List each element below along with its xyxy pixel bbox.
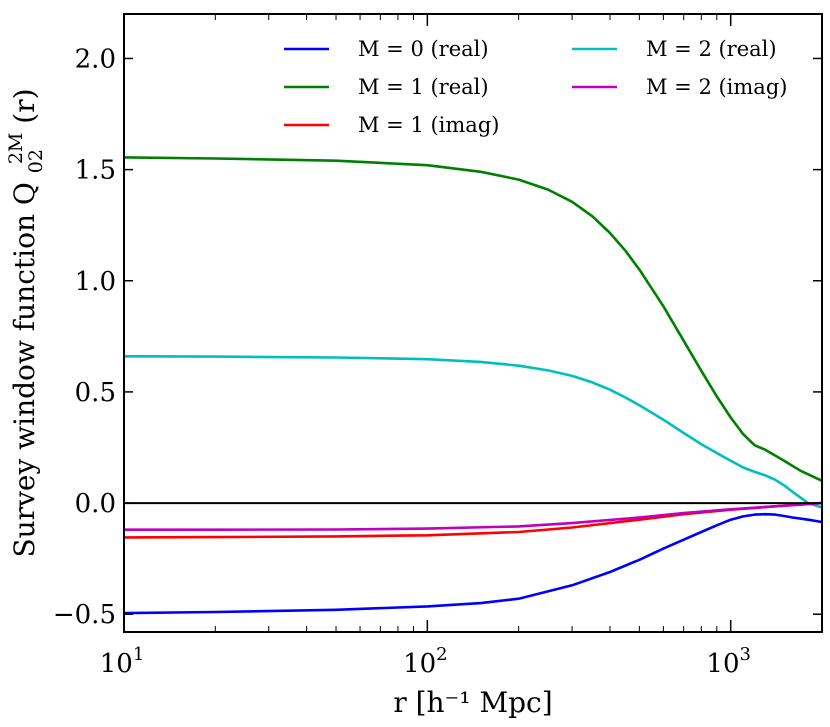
legend-label-3: M = 2 (real): [646, 37, 777, 61]
legend-label-4: M = 2 (imag): [646, 75, 787, 99]
series-line-1: [123, 156, 823, 482]
series-layer: [123, 156, 823, 615]
y-tick-label-1: 0.0: [75, 489, 116, 519]
y-tick-label-0: −0.5: [53, 600, 116, 630]
x-axis-label: r [h⁻¹ Mpc]: [393, 686, 552, 719]
legend-label-1: M = 1 (real): [358, 75, 489, 99]
y-tick-label-5: 2.0: [75, 44, 116, 74]
plot-frame: [123, 13, 823, 633]
y-axis-label-group: Survey window function Q 02 2M (r): [0, 88, 49, 557]
y-axis-label-tail: (r): [8, 88, 41, 123]
legend-label-2: M = 1 (imag): [358, 113, 499, 137]
y-axis-label: Survey window function Q: [8, 182, 41, 557]
x-tick-label-2: 103: [706, 644, 751, 679]
y-axis-label-superscript: 2M: [5, 133, 27, 165]
legend: M = 0 (real) M = 1 (real) M = 1 (imag) M = …: [284, 37, 787, 137]
x-tick-label-0: 101: [100, 644, 145, 679]
y-tick-label-3: 1.0: [75, 267, 116, 297]
series-line-3: [123, 354, 823, 509]
legend-label-0: M = 0 (real): [358, 37, 489, 61]
x-tick-label-1: 102: [403, 644, 448, 679]
series-line-0: [123, 512, 823, 615]
y-tick-label-2: 0.5: [75, 378, 116, 408]
y-tick-label-4: 1.5: [75, 156, 116, 186]
tick-layer: −0.5 0.0 0.5 1.0 1.5 2.0 101 102 103: [53, 14, 823, 679]
series-line-4: [124, 501, 823, 532]
svg-text:Survey window function Q: Survey window function Q 02 2M (r): [0, 88, 49, 557]
y-axis-label-subscript: 02: [25, 149, 47, 173]
